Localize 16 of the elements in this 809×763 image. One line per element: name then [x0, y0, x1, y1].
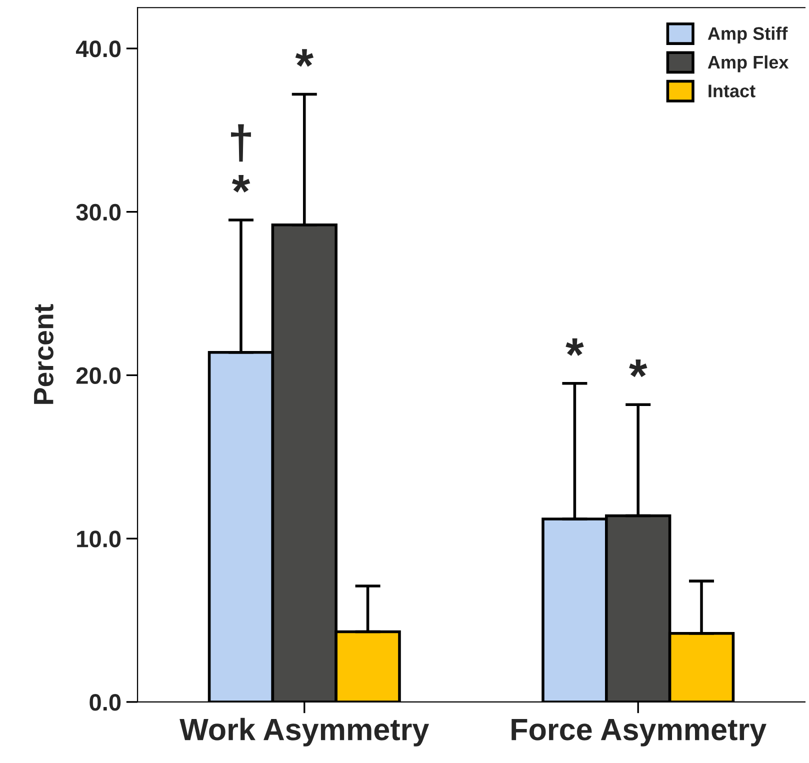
x-tick-label: Work Asymmetry [180, 718, 430, 746]
y-tick-label: 40.0 [76, 40, 121, 58]
legend-label: Amp Stiff [708, 26, 788, 44]
y-tick-label: 0.0 [90, 694, 121, 711]
annotation: * [629, 360, 648, 378]
annotation: * [295, 49, 314, 67]
y-tick-label: 10.0 [77, 530, 121, 548]
legend-label: Intact [708, 84, 756, 98]
y-tick-label: 30.0 [76, 204, 121, 221]
y-axis-title: Percent [34, 304, 54, 404]
annotation: † [231, 124, 251, 162]
annotation: * [232, 174, 250, 193]
annotation: * [566, 338, 584, 356]
legend-label: Amp Flex [708, 55, 789, 72]
x-tick-label: Force Asymmetry [512, 719, 766, 746]
y-tick-label: 20.0 [76, 367, 121, 384]
